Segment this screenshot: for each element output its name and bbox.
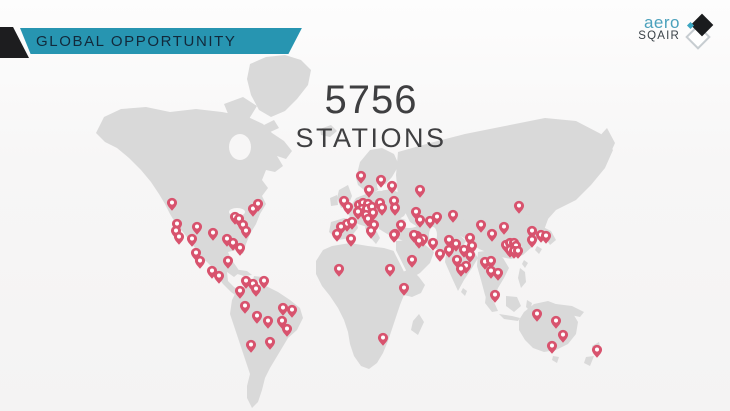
map-pin-icon <box>557 329 569 343</box>
map-pin-icon <box>375 174 387 188</box>
map-pin-icon <box>489 289 501 303</box>
map-pin-icon <box>377 332 389 346</box>
map-pin-icon <box>352 206 364 220</box>
map-pin-icon <box>345 233 357 247</box>
map-pin-icon <box>466 240 478 254</box>
map-pin-icon <box>443 244 455 258</box>
map-pin-icon <box>550 315 562 329</box>
map-pin-icon <box>406 254 418 268</box>
map-pin-icon <box>540 230 552 244</box>
map-pin-icon <box>526 234 538 248</box>
map-pin-icon <box>386 180 398 194</box>
stations-label: STATIONS <box>295 123 447 153</box>
map-pin-icon <box>207 227 219 241</box>
logo-name-top: aero <box>643 13 680 32</box>
map-pin-icon <box>395 219 407 233</box>
logo-name-bottom: SQAIR <box>638 30 680 42</box>
map-pin-icon <box>250 283 262 297</box>
map-pin-icon <box>166 197 178 211</box>
map-pin-icon <box>365 225 377 239</box>
map-pin-icon <box>286 304 298 318</box>
map-pin-icon <box>526 225 538 239</box>
map-pin-icon <box>186 233 198 247</box>
stations-count: 5756 <box>324 78 418 122</box>
map-pin-icon <box>492 267 504 281</box>
map-pin-icon <box>363 184 375 198</box>
diamond-logo-icon <box>685 11 719 53</box>
map-pin-icon <box>486 228 498 242</box>
map-pin-icon <box>355 170 367 184</box>
map-pin-icon <box>173 231 185 245</box>
map-pin-icon <box>333 263 345 277</box>
map-pin-icon <box>475 219 487 233</box>
map-pin-icon <box>251 310 263 324</box>
continent-south-america <box>230 284 303 408</box>
company-logo: aero SQAIR <box>638 11 719 53</box>
map-pin-icon <box>191 221 203 235</box>
map-pin-icon <box>498 221 510 235</box>
map-pin-icon <box>424 215 436 229</box>
map-pin-icon <box>413 235 425 249</box>
map-pin-icon <box>281 323 293 337</box>
map-pin-icon <box>252 198 264 212</box>
map-pin-icon <box>414 184 426 198</box>
map-pin-icon <box>389 202 401 216</box>
map-pin-icon <box>431 211 443 225</box>
map-pin-icon <box>427 237 439 251</box>
map-pin-icon <box>376 202 388 216</box>
map-pin-icon <box>591 344 603 358</box>
map-pin-icon <box>277 302 289 316</box>
logo-text: aero SQAIR <box>638 13 680 42</box>
map-pin-icon <box>485 265 497 279</box>
header-banner: GLOBAL OPPORTUNITY <box>20 28 302 54</box>
map-pin-icon <box>384 263 396 277</box>
map-pin-icon <box>194 255 206 269</box>
page-title: GLOBAL OPPORTUNITY <box>36 32 237 50</box>
map-pin-icon <box>531 308 543 322</box>
map-pin-icon <box>258 275 270 289</box>
map-pin-icon <box>331 228 343 242</box>
map-pin-icon <box>222 255 234 269</box>
continent-africa <box>316 243 425 369</box>
map-pin-icon <box>447 209 459 223</box>
map-pin-icon <box>240 225 252 239</box>
map-pin-icon <box>414 214 426 228</box>
map-pin-icon <box>388 229 400 243</box>
map-pin-icon <box>346 216 358 230</box>
map-pin-icon <box>546 340 558 354</box>
map-pin-icon <box>264 336 276 350</box>
map-pin-icon <box>234 285 246 299</box>
map-pin-icon <box>398 282 410 296</box>
map-pin-icon <box>213 270 225 284</box>
map-pin-icon <box>485 255 497 269</box>
map-pin-icon <box>245 339 257 353</box>
map-pin-icon <box>262 315 274 329</box>
map-pin-icon <box>512 245 524 259</box>
map-pin-icon <box>239 300 251 314</box>
stations-stat: 5756 STATIONS <box>271 79 471 153</box>
map-pin-icon <box>455 263 467 277</box>
map-pin-icon <box>513 200 525 214</box>
map-pin-icon <box>234 242 246 256</box>
map-pin-icon <box>342 201 354 215</box>
map-pin-icon <box>434 248 446 262</box>
